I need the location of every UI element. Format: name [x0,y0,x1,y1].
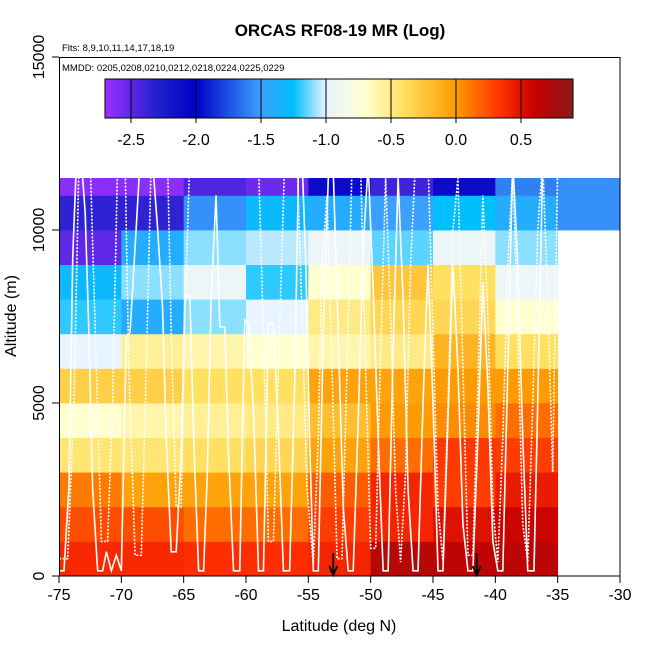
heatmap-cell [495,403,559,438]
heatmap-cell [59,230,122,265]
heatmap-cell [308,472,372,508]
colorbar-frame [104,78,574,119]
colorbar-tick-label: 0.0 [445,132,467,149]
heatmap-cell [183,333,247,369]
heatmap-cell [246,506,309,542]
heatmap-cell [183,472,247,508]
heatmap-cell [121,230,185,265]
heatmap-cell [433,299,496,335]
colorbar-tick-lines [130,79,522,123]
y-tick-label: 15000 [31,35,48,80]
y-tick-label: 5000 [31,385,48,421]
heatmap-cell [433,264,496,300]
heatmap-cell [121,541,185,576]
x-axis: -75 -70 -65 -60 -55 -50 -45 -40 -35 -30 [47,576,632,604]
heatmap-cell [370,403,434,438]
colorbar-tick-label: -2.5 [117,132,145,149]
heatmap-cell [183,264,247,300]
colorbar-tick-label: -1.0 [312,132,340,149]
x-tick-label: -60 [234,587,257,604]
colorbar-tick-label: -2.0 [182,132,210,149]
heatmap-cell [121,506,185,542]
heatmap-cell [308,195,372,231]
heatmap-cell [59,437,122,473]
heatmap-cell [246,437,309,473]
heatmap-cell [121,472,185,508]
heatmap-cell [183,230,247,265]
heatmap-cell [59,299,122,335]
heatmap-cell [433,472,496,508]
heatmap-cell [370,195,434,231]
x-tick-label: -55 [297,587,320,604]
heatmap-cell [495,368,559,404]
x-tick-label: -40 [484,587,507,604]
heatmap-cell [121,333,185,369]
plot-frame [59,57,621,577]
heatmap-cell [433,437,496,473]
y-tick-label: 0 [31,571,48,580]
heatmap-cell [246,230,309,265]
heatmap-cell [246,541,309,576]
x-tick-label: -30 [608,587,631,604]
x-tick-label: -65 [172,587,195,604]
flight-track [59,152,559,566]
heatmap-cell [59,195,122,231]
heatmap-cell [121,264,185,300]
plot-area [59,57,621,578]
x-tick-label: -70 [110,587,133,604]
heatmap-cell [433,195,496,231]
x-tick-label: -50 [359,587,382,604]
heatmap-cell [246,333,309,369]
dates-subtitle: MMDD: 0205,0208,0210,0212,0218,0224,0225… [62,63,284,74]
colorbar-tick-label: -1.5 [247,132,275,149]
x-tick-label: -45 [421,587,444,604]
heatmap-cell [308,230,372,265]
latitude-markers [328,553,482,578]
heatmap-cell [246,299,309,335]
y-tick-label: 10000 [31,208,48,253]
heatmap-cell [183,299,247,335]
heatmap-cell [495,230,559,265]
heatmap-cell [121,368,185,404]
heatmap-cell [495,195,559,231]
heatmap-cell [183,506,247,542]
colorbar-gradient [105,79,573,118]
heatmap-cell [495,264,559,300]
heatmap-cell [183,368,247,404]
heatmap-cell [557,195,620,231]
chart-title: ORCAS RF08-19 MR (Log) [235,21,446,40]
heatmap-cell [308,506,372,542]
colorbar: -2.5 -2.0 -1.5 -1.0 -0.5 0.0 0.5 [104,78,574,149]
y-axis: 0 5000 10000 15000 [31,35,59,580]
colorbar-tick-label: -0.5 [377,132,405,149]
heatmap-cell [121,195,185,231]
heatmap-cell [370,541,434,576]
heatmap-cell [59,264,122,300]
x-axis-label: Latitude (deg N) [282,618,397,635]
marker-arrow-head [328,565,339,578]
heatmap-cell [246,264,309,300]
heatmap-cell [308,264,372,300]
x-tick-label: -75 [47,587,70,604]
marker-arrow-head [471,565,482,578]
flight-tracks [59,152,559,574]
colorbar-tick-label: 0.5 [510,132,532,149]
x-tick-label: -35 [546,587,569,604]
heatmap-cell [433,368,496,404]
heatmap-cell [370,299,434,335]
heatmap-cell [433,230,496,265]
flights-subtitle: Flts: 8,9,10,11,14,17,18,19 [62,43,174,54]
heatmap-cell [370,437,434,473]
y-axis-label: Altitude (m) [3,275,20,357]
colorbar-tick-labels: -2.5 -2.0 -1.5 -1.0 -0.5 0.0 0.5 [117,132,532,149]
